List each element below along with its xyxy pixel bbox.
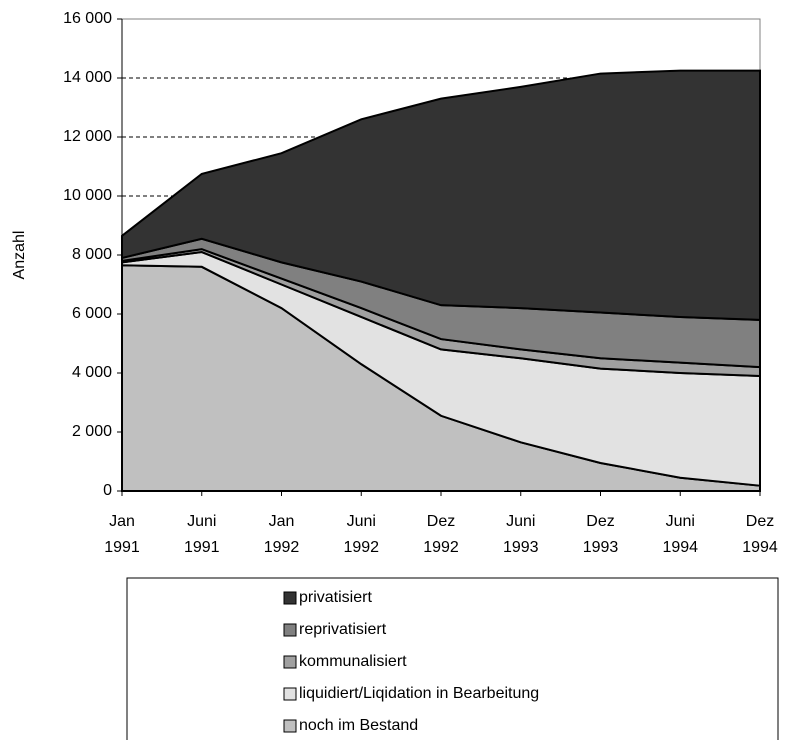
legend-label: reprivatisiert [299, 621, 387, 638]
legend-label: noch im Bestand [299, 717, 418, 734]
x-tick-label: 1993 [503, 539, 539, 556]
x-tick-label: 1994 [742, 539, 778, 556]
area [121, 69, 761, 321]
legend-swatch [283, 623, 297, 637]
y-tick-label: 14 000 [63, 69, 112, 86]
x-tick-label: Juni [347, 513, 376, 530]
legend-swatch [283, 687, 297, 701]
x-tick-label: 1991 [184, 539, 220, 556]
legend-swatch [283, 655, 297, 669]
x-tick-label: Dez [746, 513, 774, 530]
y-tick-label: 10 000 [63, 187, 112, 204]
y-tick-label: 4 000 [72, 364, 112, 381]
x-tick-label: 1992 [264, 539, 300, 556]
x-tick-label: Dez [427, 513, 455, 530]
x-tick-label: Juni [506, 513, 535, 530]
x-tick-label: 1993 [583, 539, 619, 556]
x-tick-label: 1991 [104, 539, 140, 556]
y-tick-label: 8 000 [72, 246, 112, 263]
y-tick-label: 2 000 [72, 423, 112, 440]
legend-box [126, 577, 779, 745]
legend-label: privatisiert [299, 589, 372, 606]
x-tick-label: Jan [109, 513, 135, 530]
x-tick-label: Juni [187, 513, 216, 530]
y-tick-label: 0 [103, 482, 112, 499]
legend-swatch [283, 591, 297, 605]
x-tick-label: Dez [586, 513, 614, 530]
legend-swatch [283, 719, 297, 733]
y-tick-label: 12 000 [63, 128, 112, 145]
y-axis-label: Anzahl [11, 231, 28, 280]
y-tick-label: 6 000 [72, 305, 112, 322]
x-tick-label: Juni [666, 513, 695, 530]
x-tick-label: 1992 [343, 539, 379, 556]
x-tick-label: 1992 [423, 539, 459, 556]
legend-label: liquidiert/Liqidation in Bearbeitung [299, 685, 539, 702]
legend-label: kommunalisiert [299, 653, 407, 670]
x-tick-label: Jan [269, 513, 295, 530]
x-tick-label: 1994 [662, 539, 698, 556]
y-tick-label: 16 000 [63, 10, 112, 27]
